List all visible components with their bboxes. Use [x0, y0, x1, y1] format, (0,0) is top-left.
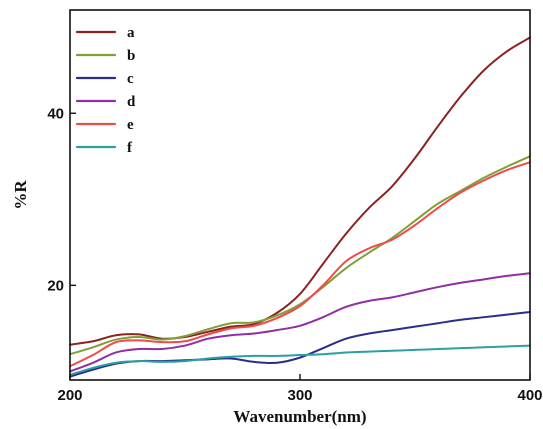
y-axis-title: %R [11, 180, 30, 210]
series-line-f [69, 344, 531, 376]
legend-label-c: c [127, 71, 134, 87]
series-line-e [69, 161, 531, 368]
legend-label-d: d [127, 94, 136, 110]
x-tick-label: 300 [287, 387, 312, 404]
series-line-d [69, 272, 531, 373]
x-axis-title: Wavenumber(nm) [233, 407, 366, 426]
y-tick-label: 40 [47, 105, 64, 122]
y-tick-label: 20 [47, 277, 64, 294]
ticks-layer: 200 300 400 20 40 [47, 105, 542, 404]
legend-label-b: b [127, 48, 135, 64]
legend-label-f: f [127, 140, 133, 156]
series-layer [69, 36, 531, 378]
series-line-b [69, 155, 531, 356]
legend-label-e: e [127, 117, 134, 133]
plot-frame [69, 9, 531, 381]
series-line-c [69, 311, 531, 378]
x-tick-label: 200 [57, 387, 82, 404]
legend-label-a: a [127, 25, 135, 41]
x-tick-label: 400 [517, 387, 542, 404]
series-line-a [69, 36, 531, 346]
